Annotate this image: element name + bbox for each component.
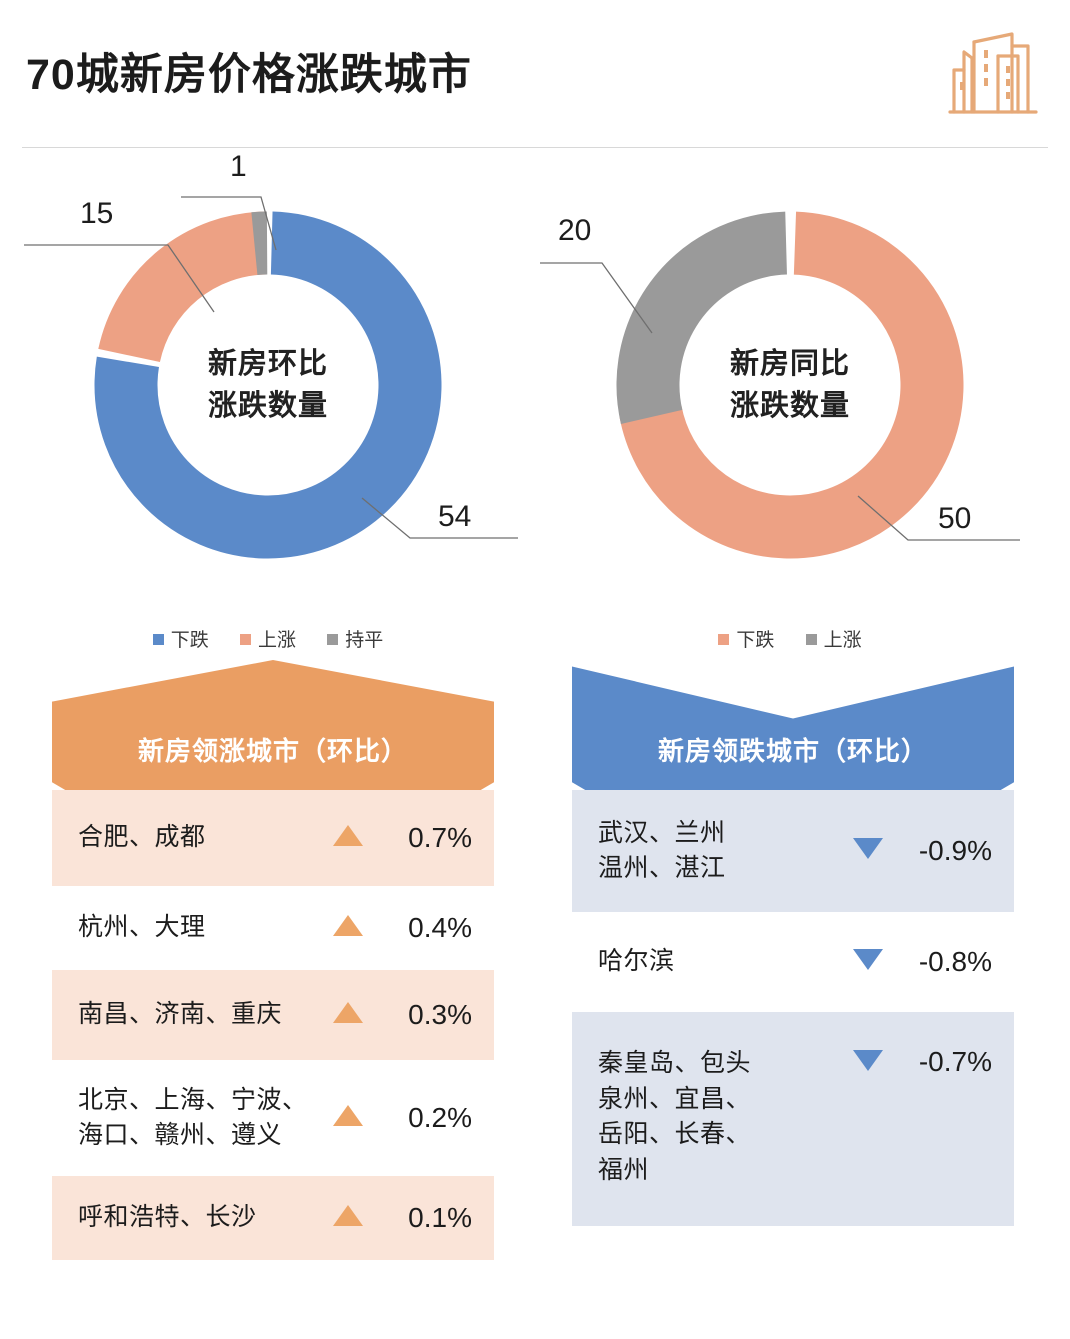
- donut-slice-flat[interactable]: [94, 211, 442, 559]
- table-gainers-header: 新房领涨城市（环比）: [52, 660, 494, 790]
- legend-label-down: 下跌: [736, 630, 775, 651]
- trend-up-icon: [328, 1205, 368, 1231]
- table-gainers-title: 新房领涨城市（环比）: [137, 736, 408, 766]
- row-pct: 0.1%: [408, 1202, 472, 1233]
- row-city-line: 合肥、成都: [78, 823, 206, 852]
- table-row[interactable]: 呼和浩特、长沙 0.1%: [52, 1176, 494, 1260]
- legend-item-flat[interactable]: 持平: [327, 625, 383, 652]
- row-city-line: 岳阳、长春、: [598, 1120, 752, 1148]
- trend-down-icon: [848, 949, 888, 975]
- legend-swatch-up: [805, 634, 817, 645]
- donut-slice-up[interactable]: [94, 211, 442, 559]
- legend-swatch-up: [239, 634, 251, 645]
- row-city-line: 南昌、济南、重庆: [78, 1000, 283, 1029]
- row-city-line: 泉州、宜昌、: [598, 1084, 752, 1113]
- legend-label-down: 下跌: [170, 630, 209, 651]
- donut-yoy-label-20: 20: [558, 214, 592, 247]
- header-divider: [22, 147, 1048, 148]
- chart-new-home-mom: 新房环比 涨跌数量 15 1 54 下跌 上涨: [18, 150, 518, 660]
- table-row[interactable]: 杭州、大理 0.4%: [52, 886, 494, 970]
- donut-mom-label-1: 1: [230, 150, 247, 183]
- trend-up-icon: [328, 825, 368, 851]
- table-row[interactable]: 哈尔滨 -0.8%: [572, 912, 1014, 1012]
- row-cities: 杭州、大理: [78, 910, 328, 946]
- row-city-line: 呼和浩特、长沙: [78, 1203, 257, 1232]
- donut-slice-down[interactable]: [616, 211, 964, 559]
- table-leading-gainers: 新房领涨城市（环比） 合肥、成都 0.7% 杭州、大理 0.4% 南昌、济南、重…: [52, 660, 494, 1260]
- row-city-line: 北京、上海、宁波、: [78, 1085, 308, 1114]
- tables-row: 新房领涨城市（环比） 合肥、成都 0.7% 杭州、大理 0.4% 南昌、济南、重…: [0, 660, 1070, 1320]
- legend-label-up: 上涨: [257, 630, 296, 651]
- city-buildings-icon: [948, 32, 1038, 114]
- row-pct: 0.2%: [408, 1102, 472, 1133]
- legend-mom: 下跌 上涨 持平: [18, 625, 518, 652]
- legend-label-flat: 持平: [345, 630, 384, 651]
- leader-lines-mom: [24, 196, 518, 539]
- legend-label-up: 上涨: [823, 630, 862, 651]
- row-city-line: 福州: [598, 1155, 650, 1184]
- row-cities: 秦皇岛、包头 泉州、宜昌、 岳阳、长春、 福州: [598, 1046, 848, 1188]
- donut-mom-svg: [94, 211, 442, 559]
- table-row[interactable]: 武汉、兰州 温州、湛江 -0.9%: [572, 790, 1014, 912]
- row-cities: 南昌、济南、重庆: [78, 997, 328, 1033]
- legend-item-up[interactable]: 上涨: [805, 625, 862, 652]
- row-city-line: 海口、赣州、遵义: [78, 1121, 283, 1149]
- donut-yoy-svg: [616, 211, 964, 559]
- leader-lines-yoy: [540, 262, 1020, 541]
- trend-up-icon: [328, 915, 368, 941]
- row-city-line: 武汉、兰州: [598, 818, 726, 847]
- legend-swatch-flat: [327, 634, 339, 645]
- trend-up-icon: [328, 1105, 368, 1131]
- donut-slice-down[interactable]: [94, 211, 442, 559]
- table-decliners-header: 新房领跌城市（环比）: [572, 666, 1014, 790]
- donut-mom-label-15: 15: [80, 197, 114, 230]
- legend-item-down[interactable]: 下跌: [152, 625, 209, 652]
- row-pct: 0.4%: [408, 912, 472, 943]
- table-row[interactable]: 南昌、济南、重庆 0.3%: [52, 970, 494, 1060]
- table-leading-decliners: 新房领跌城市（环比） 武汉、兰州 温州、湛江 -0.9% 哈尔滨 -0.8% 秦…: [572, 660, 1014, 1226]
- row-city-line: 杭州、大理: [78, 913, 206, 942]
- legend-item-down[interactable]: 下跌: [718, 625, 774, 652]
- row-pct: -0.8%: [918, 946, 992, 977]
- row-cities: 武汉、兰州 温州、湛江: [598, 816, 848, 887]
- legend-item-up[interactable]: 上涨: [239, 625, 296, 652]
- row-pct: -0.7%: [918, 1046, 992, 1077]
- legend-swatch-down: [718, 634, 730, 645]
- table-row[interactable]: 合肥、成都 0.7%: [52, 790, 494, 886]
- donut-yoy-label-50: 50: [938, 502, 972, 535]
- trend-down-icon: [848, 1050, 888, 1076]
- row-cities: 哈尔滨: [598, 944, 848, 980]
- row-city-line: 秦皇岛、包头: [598, 1049, 752, 1077]
- trend-down-icon: [848, 838, 888, 864]
- page-header: 70城新房价格涨跌城市: [0, 0, 1070, 150]
- row-cities: 呼和浩特、长沙: [78, 1200, 328, 1236]
- page-title: 70城新房价格涨跌城市: [26, 51, 472, 99]
- row-pct: 0.3%: [408, 999, 472, 1030]
- table-row[interactable]: 秦皇岛、包头 泉州、宜昌、 岳阳、长春、 福州 -0.7%: [572, 1012, 1014, 1226]
- row-pct: -0.9%: [918, 835, 992, 866]
- trend-up-icon: [328, 1002, 368, 1028]
- row-city-line: 哈尔滨: [598, 947, 675, 976]
- row-pct: 0.7%: [408, 822, 472, 853]
- legend-swatch-down: [152, 634, 164, 645]
- row-city-line: 温州、湛江: [598, 854, 726, 882]
- table-decliners-title: 新房领跌城市（环比）: [657, 736, 928, 766]
- chart-new-home-yoy: 新房同比 涨跌数量 20 50 下跌 上涨: [540, 150, 1040, 660]
- legend-yoy: 下跌 上涨: [540, 625, 1040, 652]
- table-row[interactable]: 北京、上海、宁波、 海口、赣州、遵义 0.2%: [52, 1060, 494, 1176]
- charts-row: 新房环比 涨跌数量 15 1 54 下跌 上涨: [0, 150, 1070, 660]
- donut-mom-label-54: 54: [438, 500, 472, 533]
- row-cities: 合肥、成都: [78, 820, 328, 856]
- row-cities: 北京、上海、宁波、 海口、赣州、遵义: [78, 1083, 328, 1154]
